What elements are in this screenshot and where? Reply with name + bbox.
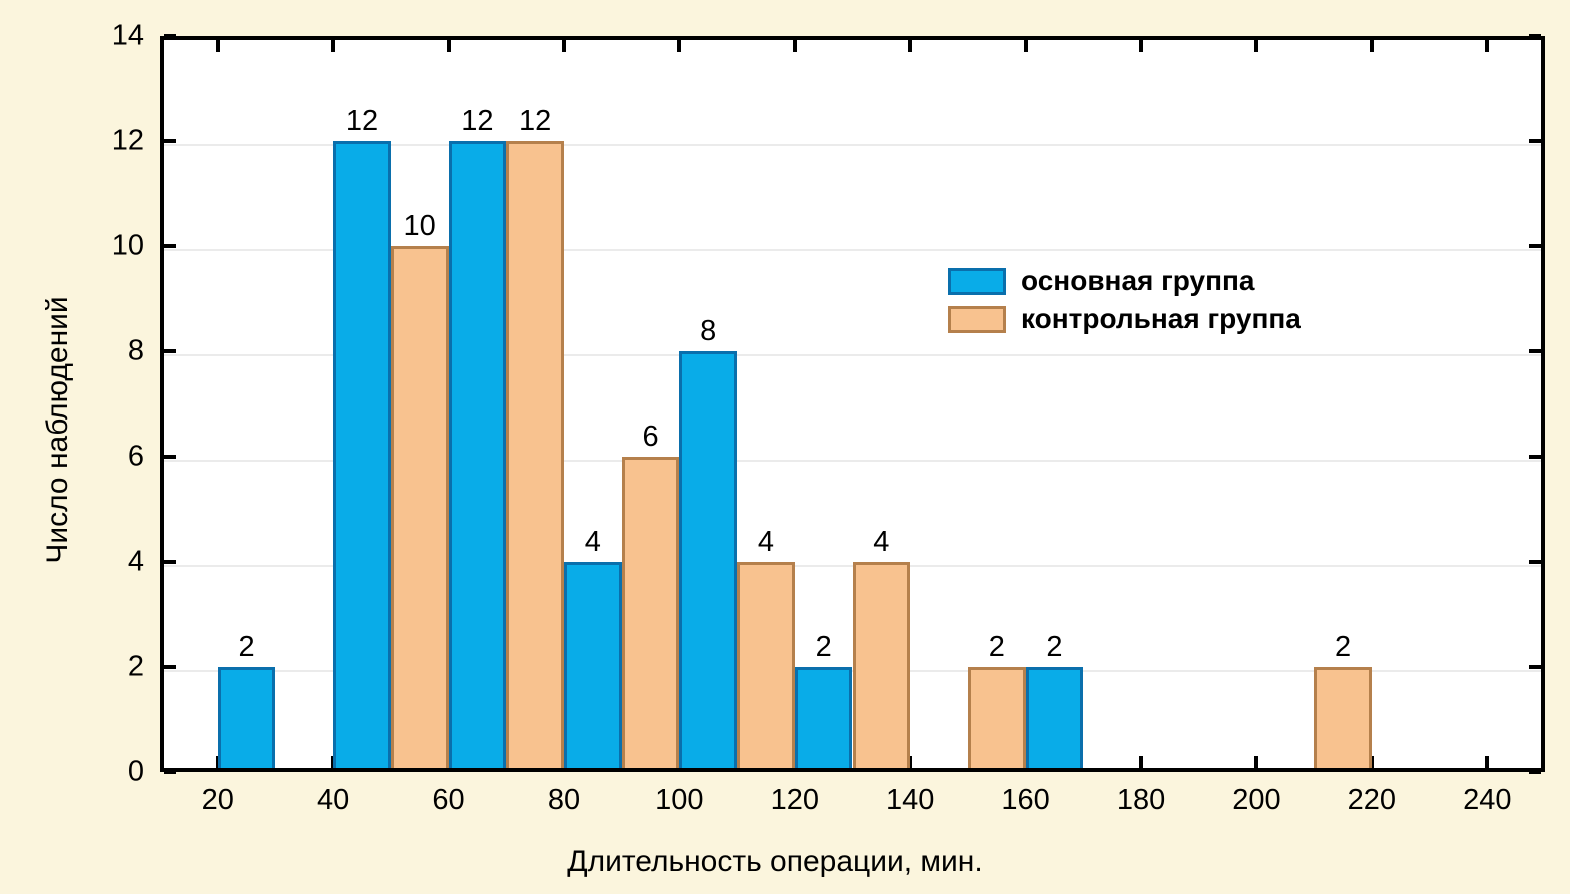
bar-series0-160-170 bbox=[1025, 666, 1084, 768]
x-tick-top-220 bbox=[1369, 40, 1374, 52]
x-tick-label-60: 60 bbox=[432, 784, 465, 816]
bar-value-label: 4 bbox=[757, 525, 774, 558]
bar-value-label: 2 bbox=[238, 630, 255, 663]
y-tick-right-2 bbox=[1529, 664, 1541, 669]
x-tick-bottom-220 bbox=[1369, 756, 1374, 768]
x-axis-title: Длительность операции, мин. bbox=[567, 845, 983, 878]
legend-swatch-control-group-icon bbox=[948, 305, 1006, 333]
y-tick-right-0 bbox=[1529, 770, 1541, 774]
y-tick-right-6 bbox=[1529, 454, 1541, 459]
bar-value-label: 6 bbox=[642, 420, 659, 453]
y-tick-right-14 bbox=[1529, 34, 1541, 38]
gridline-y-10 bbox=[164, 249, 1541, 252]
bar-value-label: 4 bbox=[873, 525, 890, 558]
bar-series0-100-110 bbox=[679, 351, 738, 768]
bar-value-label: 12 bbox=[518, 105, 552, 138]
bar-value-label: 2 bbox=[988, 630, 1005, 663]
y-tick-left-0 bbox=[164, 770, 176, 774]
bar-series0-120-130 bbox=[794, 666, 853, 768]
x-tick-top-20 bbox=[215, 40, 220, 52]
x-tick-top-120 bbox=[792, 40, 797, 52]
y-tick-label-10: 10 bbox=[111, 229, 144, 262]
y-tick-left-10 bbox=[164, 244, 176, 249]
legend-label-control-group: контрольная группа bbox=[1021, 302, 1301, 334]
x-tick-label-120: 120 bbox=[770, 784, 819, 816]
bar-value-label: 12 bbox=[461, 105, 494, 138]
x-tick-top-240 bbox=[1485, 40, 1490, 52]
bar-value-label: 2 bbox=[1334, 630, 1352, 663]
bar-series1-50-60 bbox=[390, 246, 449, 768]
legend-item-main-group: основная группа bbox=[948, 265, 1301, 297]
legend-swatch-main-group-icon bbox=[948, 267, 1006, 295]
gridline-y-8 bbox=[164, 354, 1541, 357]
y-tick-right-4 bbox=[1529, 559, 1541, 564]
gridline-y-6 bbox=[164, 459, 1541, 462]
y-tick-label-4: 4 bbox=[127, 545, 144, 578]
x-tick-top-80 bbox=[561, 40, 566, 52]
bar-series0-40-50 bbox=[333, 141, 391, 768]
x-tick-label-20: 20 bbox=[201, 784, 234, 816]
bar-value-label: 12 bbox=[345, 105, 379, 138]
x-tick-top-40 bbox=[331, 40, 336, 52]
y-tick-right-8 bbox=[1529, 349, 1541, 354]
x-tick-bottom-140 bbox=[908, 756, 913, 768]
y-tick-right-12 bbox=[1529, 139, 1541, 144]
y-tick-label-8: 8 bbox=[127, 334, 144, 367]
y-tick-label-2: 2 bbox=[127, 650, 144, 683]
y-tick-left-14 bbox=[164, 34, 176, 38]
y-tick-left-2 bbox=[164, 664, 176, 669]
legend-item-control-group: контрольная группа bbox=[948, 302, 1301, 335]
x-tick-label-160: 160 bbox=[1001, 784, 1050, 816]
y-tick-right-10 bbox=[1529, 244, 1541, 249]
bar-series1-70-80 bbox=[506, 141, 564, 768]
bar-series1-130-140 bbox=[852, 561, 911, 768]
legend-label-main-group: основная группа bbox=[1021, 265, 1255, 296]
bar-series1-210-220 bbox=[1314, 666, 1372, 768]
y-tick-label-0: 0 bbox=[127, 755, 144, 788]
x-tick-label-240: 240 bbox=[1463, 784, 1512, 816]
plot-area: 2 12 12 4 8 2 2 10 12 6 4 4 2 2 bbox=[160, 34, 1545, 774]
y-axis-title: Число наблюдений bbox=[41, 296, 74, 564]
bar-value-label: 2 bbox=[815, 630, 832, 663]
bar-value-label: 8 bbox=[700, 315, 717, 348]
x-tick-top-200 bbox=[1254, 40, 1259, 52]
bar-series1-150-160 bbox=[967, 666, 1026, 768]
y-tick-label-14: 14 bbox=[111, 19, 144, 52]
x-tick-label-220: 220 bbox=[1347, 784, 1397, 816]
x-tick-label-140: 140 bbox=[886, 784, 935, 816]
x-tick-label-80: 80 bbox=[547, 784, 581, 816]
x-tick-top-140 bbox=[908, 40, 913, 52]
legend: основная группа контрольная группа bbox=[948, 265, 1301, 335]
bar-series0-80-90 bbox=[563, 561, 622, 768]
x-tick-label-100: 100 bbox=[655, 784, 704, 816]
x-tick-top-160 bbox=[1023, 40, 1028, 52]
x-tick-top-100 bbox=[677, 40, 682, 52]
x-tick-bottom-240 bbox=[1485, 756, 1490, 768]
bar-series0-60-70 bbox=[448, 141, 507, 768]
x-tick-bottom-180 bbox=[1139, 756, 1144, 768]
x-tick-bottom-200 bbox=[1254, 756, 1259, 768]
bar-value-label: 10 bbox=[403, 210, 436, 243]
x-tick-label-40: 40 bbox=[316, 784, 350, 816]
bar-value-label: 2 bbox=[1046, 630, 1063, 663]
x-tick-top-180 bbox=[1139, 40, 1144, 52]
bar-series0-20-30 bbox=[217, 666, 276, 768]
y-tick-left-4 bbox=[164, 559, 176, 564]
bar-value-label: 4 bbox=[584, 525, 601, 558]
x-tick-label-180: 180 bbox=[1116, 784, 1166, 816]
bar-series1-110-120 bbox=[737, 561, 795, 768]
y-tick-label-12: 12 bbox=[111, 124, 144, 157]
bar-series1-90-100 bbox=[621, 456, 680, 768]
y-tick-left-6 bbox=[164, 454, 176, 459]
gridline-y-12 bbox=[164, 144, 1541, 147]
y-tick-left-12 bbox=[164, 139, 176, 144]
x-tick-label-200: 200 bbox=[1232, 784, 1281, 816]
y-tick-label-6: 6 bbox=[127, 440, 144, 473]
x-tick-top-60 bbox=[446, 40, 451, 52]
y-tick-left-8 bbox=[164, 349, 176, 354]
